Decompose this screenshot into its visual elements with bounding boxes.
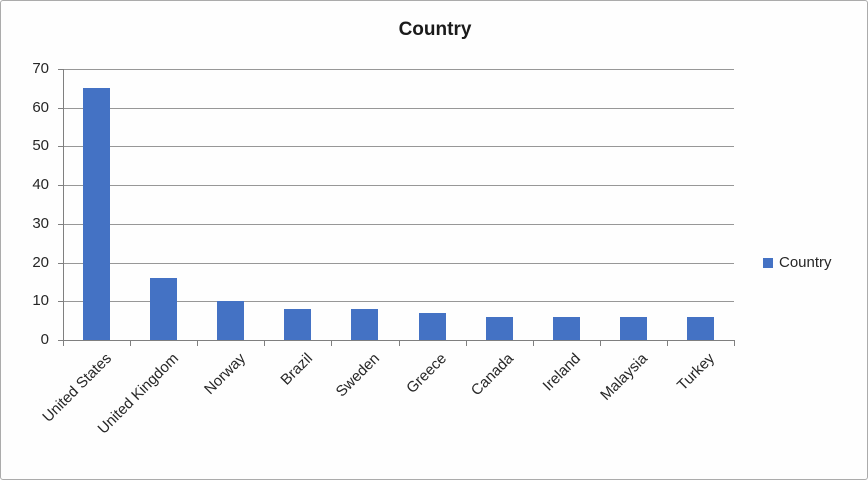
x-tick-1: [130, 341, 132, 346]
gridline-40: [63, 185, 734, 187]
x-tick-2: [197, 341, 199, 346]
y-tick-40: [58, 185, 63, 187]
x-tick-3: [264, 341, 266, 346]
legend-label: Country: [779, 254, 832, 271]
bar-turkey: [686, 316, 714, 340]
y-tick-label-50: 50: [32, 137, 49, 155]
y-tick-0: [58, 340, 63, 341]
gridline-70: [63, 69, 734, 70]
y-tick-label-0: 0: [40, 331, 49, 348]
y-tick-label-20: 20: [32, 253, 49, 271]
gridline-10: [63, 301, 734, 303]
x-tick-4: [331, 341, 333, 346]
bar-united-states: [83, 88, 111, 340]
y-tick-30: [58, 223, 63, 225]
bar-canada: [485, 316, 513, 340]
bar-malaysia: [619, 316, 647, 340]
legend: Country: [763, 254, 832, 271]
gridline-50: [63, 146, 734, 148]
x-tick-6: [465, 341, 467, 346]
x-tick-5: [398, 341, 400, 346]
bar-sweden: [351, 309, 379, 340]
x-tick-0: [63, 341, 64, 346]
y-tick-70: [58, 69, 63, 70]
x-tick-9: [666, 341, 668, 346]
bar-norway: [217, 301, 245, 340]
chart-title: Country: [398, 19, 472, 40]
y-tick-20: [58, 262, 63, 264]
y-tick-label-40: 40: [32, 176, 49, 194]
bar-brazil: [284, 309, 312, 340]
bar-ireland: [552, 316, 580, 340]
y-tick-60: [58, 107, 63, 109]
y-tick-10: [58, 301, 63, 303]
x-axis-line: [63, 340, 735, 341]
y-tick-label-30: 30: [32, 214, 49, 232]
plot-area: [63, 69, 734, 340]
y-tick-50: [58, 146, 63, 148]
bar-greece: [418, 312, 446, 340]
x-tick-8: [599, 341, 601, 346]
x-tick-7: [532, 341, 534, 346]
gridline-20: [63, 262, 734, 264]
x-tick-10: [734, 341, 735, 346]
y-tick-label-60: 60: [32, 98, 49, 116]
y-tick-label-70: 70: [32, 60, 49, 77]
x-tick-label-united-states: United States: [38, 350, 115, 426]
legend-swatch-icon: [763, 257, 773, 268]
y-tick-label-10: 10: [32, 292, 49, 310]
gridline-30: [63, 223, 734, 225]
bar-united-kingdom: [150, 278, 178, 340]
gridline-60: [63, 107, 734, 109]
y-axis-line: [63, 69, 64, 341]
